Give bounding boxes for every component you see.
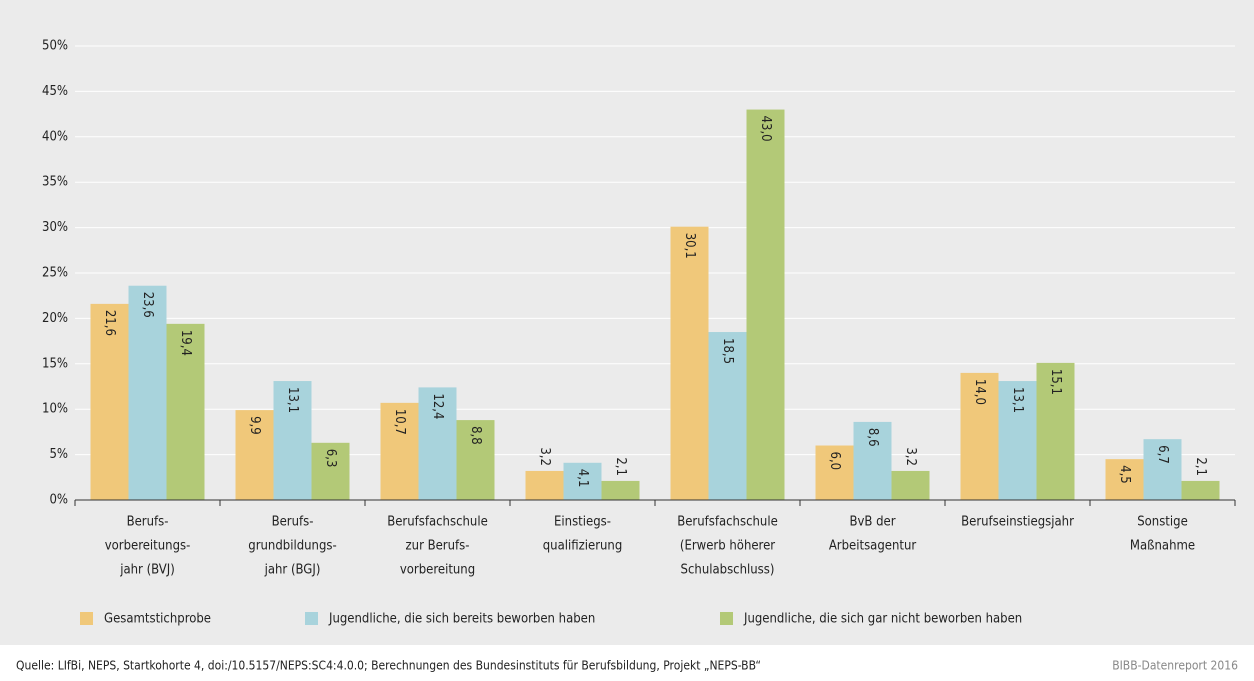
value-label: 6,0 bbox=[827, 452, 842, 471]
value-label: 4,1 bbox=[575, 469, 590, 488]
value-label: 13,1 bbox=[285, 387, 300, 413]
y-tick-label: 40% bbox=[42, 129, 68, 144]
value-label: 2,1 bbox=[1193, 457, 1208, 476]
bar bbox=[815, 445, 854, 500]
legend-label: Jugendliche, die sich bereits beworben h… bbox=[328, 612, 595, 627]
bar bbox=[380, 402, 419, 500]
x-tick-label: Berufseinstiegsjahr bbox=[961, 515, 1074, 530]
x-tick-label: vorbereitungs- bbox=[105, 539, 191, 554]
value-label: 18,5 bbox=[720, 338, 735, 364]
x-tick-label: jahr (BVJ) bbox=[119, 563, 175, 578]
bar bbox=[166, 323, 205, 500]
bar bbox=[418, 387, 457, 500]
x-tick-label: Schulabschluss) bbox=[681, 563, 775, 578]
value-label: 15,1 bbox=[1048, 369, 1063, 395]
bar bbox=[456, 420, 495, 500]
bar bbox=[670, 226, 709, 500]
legend-label: Jugendliche, die sich gar nicht beworben… bbox=[743, 612, 1022, 627]
source: Quelle: LIfBi, NEPS, Startkohorte 4, doi… bbox=[16, 659, 761, 673]
y-tick-label: 20% bbox=[42, 311, 68, 326]
legend-swatch bbox=[305, 612, 318, 625]
y-tick-label: 10% bbox=[42, 402, 68, 417]
x-tick-label: (Erwerb höherer bbox=[680, 539, 775, 554]
y-tick-label: 30% bbox=[42, 220, 68, 235]
bar bbox=[563, 462, 602, 500]
bar bbox=[1181, 480, 1220, 500]
x-tick-label: Maßnahme bbox=[1130, 539, 1195, 554]
bar bbox=[1105, 459, 1144, 500]
x-tick-label: Berufs- bbox=[272, 515, 314, 530]
y-tick-label: 25% bbox=[42, 266, 68, 281]
bar bbox=[525, 470, 564, 500]
legend-swatch bbox=[720, 612, 733, 625]
x-tick-label: Berufsfachschule bbox=[387, 515, 488, 530]
value-label: 30,1 bbox=[682, 233, 697, 259]
value-label: 2,1 bbox=[613, 457, 628, 476]
bar bbox=[311, 442, 350, 500]
credit: BIBB-Datenreport 2016 bbox=[1112, 659, 1238, 673]
value-label: 13,1 bbox=[1010, 387, 1025, 413]
x-tick-label: Berufsfachschule bbox=[677, 515, 778, 530]
value-label: 23,6 bbox=[140, 292, 155, 318]
bar bbox=[1036, 362, 1075, 500]
bar bbox=[235, 410, 274, 500]
y-tick-label: 5% bbox=[49, 447, 68, 462]
bar bbox=[273, 381, 312, 500]
bar bbox=[853, 421, 892, 500]
value-label: 9,9 bbox=[247, 416, 262, 435]
x-tick-label: qualifizierung bbox=[543, 539, 623, 554]
bar bbox=[1143, 439, 1182, 500]
value-label: 3,2 bbox=[903, 447, 918, 466]
value-label: 4,5 bbox=[1117, 465, 1132, 484]
legend-label: Gesamtstichprobe bbox=[104, 612, 211, 627]
value-label: 6,3 bbox=[323, 449, 338, 468]
bar bbox=[746, 109, 785, 500]
x-tick-label: grundbildungs- bbox=[248, 539, 336, 554]
x-tick-label: vorbereitung bbox=[400, 563, 475, 578]
x-tick-label: zur Berufs- bbox=[406, 539, 470, 554]
legend-swatch bbox=[80, 612, 93, 625]
value-label: 3,2 bbox=[537, 447, 552, 466]
y-tick-label: 35% bbox=[42, 175, 68, 190]
value-label: 8,6 bbox=[865, 428, 880, 447]
y-tick-label: 45% bbox=[42, 84, 68, 99]
value-label: 6,7 bbox=[1155, 445, 1170, 464]
chart-background bbox=[0, 0, 1254, 645]
y-tick-label: 0% bbox=[49, 493, 68, 508]
x-tick-label: Sonstige bbox=[1137, 515, 1188, 530]
bar bbox=[601, 480, 640, 500]
y-tick-label: 15% bbox=[42, 356, 68, 371]
value-label: 43,0 bbox=[758, 116, 773, 142]
bar bbox=[998, 381, 1037, 500]
x-tick-label: Einstiegs- bbox=[554, 515, 611, 530]
bar bbox=[960, 372, 999, 500]
y-tick-label: 50% bbox=[42, 39, 68, 54]
bar bbox=[128, 285, 167, 500]
x-tick-label: BvB der bbox=[849, 515, 895, 530]
bar bbox=[891, 470, 930, 500]
value-label: 14,0 bbox=[972, 379, 987, 405]
x-tick-label: Arbeitsagentur bbox=[829, 539, 917, 554]
value-label: 12,4 bbox=[430, 393, 445, 419]
value-label: 19,4 bbox=[178, 330, 193, 356]
value-label: 10,7 bbox=[392, 409, 407, 435]
x-tick-label: Berufs- bbox=[127, 515, 169, 530]
x-tick-label: jahr (BGJ) bbox=[264, 563, 321, 578]
value-label: 21,6 bbox=[102, 310, 117, 336]
bar bbox=[708, 332, 747, 500]
value-label: 8,8 bbox=[468, 426, 483, 445]
bar bbox=[90, 303, 129, 500]
